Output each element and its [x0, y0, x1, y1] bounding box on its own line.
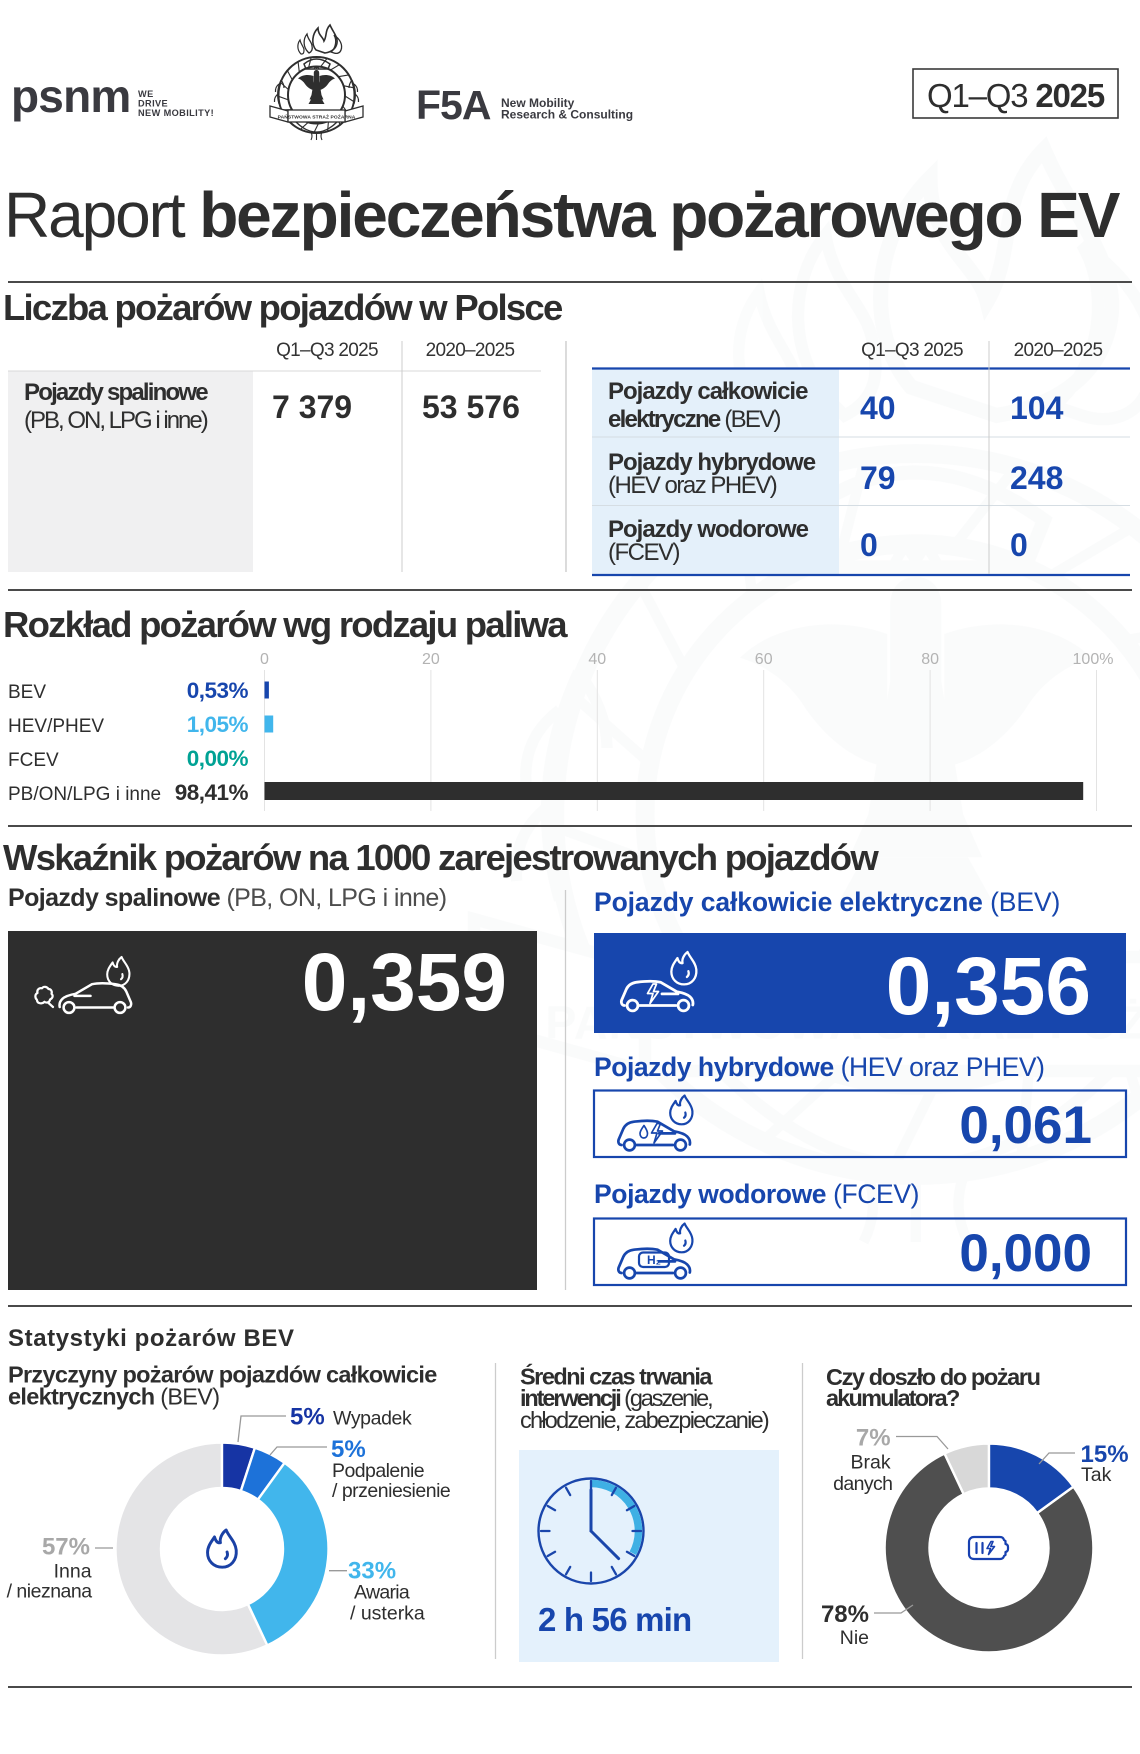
svg-text:FCEV: FCEV	[8, 750, 59, 771]
svg-text:40: 40	[588, 651, 606, 668]
svg-text:Liczba pożarów pojazdów w Pols: Liczba pożarów pojazdów w Polsce	[3, 287, 563, 328]
svg-text:H₂: H₂	[647, 1253, 661, 1267]
svg-text:/ usterka: / usterka	[350, 1603, 425, 1625]
svg-text:53 576: 53 576	[422, 389, 520, 425]
svg-text:/ nieznana: / nieznana	[7, 1580, 93, 1602]
svg-text:Czy doszło do pożaru: Czy doszło do pożaru	[826, 1364, 1040, 1390]
svg-text:Tak: Tak	[1081, 1464, 1112, 1486]
svg-text:Q1–Q3 2025: Q1–Q3 2025	[861, 340, 963, 361]
svg-text:Raport bezpieczeństwa pożarowe: Raport bezpieczeństwa pożarowego EV	[4, 179, 1121, 251]
svg-text:104: 104	[1010, 390, 1064, 426]
svg-text:Pojazdy hybrydowe: Pojazdy hybrydowe	[608, 449, 816, 476]
svg-text:0: 0	[260, 651, 269, 668]
svg-text:78%: 78%	[821, 1601, 869, 1628]
svg-text:2020–2025: 2020–2025	[426, 340, 515, 361]
svg-text:79: 79	[860, 460, 896, 496]
svg-text:Podpalenie: Podpalenie	[332, 1460, 424, 1482]
svg-text:chłodzenie, zabezpieczanie): chłodzenie, zabezpieczanie)	[520, 1407, 769, 1433]
svg-text:Research & Consulting: Research & Consulting	[501, 108, 633, 122]
svg-text:PB/ON/LPG i inne: PB/ON/LPG i inne	[8, 784, 161, 805]
svg-text:57%: 57%	[42, 1534, 90, 1561]
svg-text:Wskaźnik pożarów na 1000 zarej: Wskaźnik pożarów na 1000 zarejestrowanyc…	[3, 837, 879, 878]
svg-text:Rozkład pożarów wg rodzaju pal: Rozkład pożarów wg rodzaju paliwa	[3, 604, 568, 645]
svg-text:20: 20	[422, 651, 440, 668]
svg-text:Q1–Q3 2025: Q1–Q3 2025	[276, 340, 378, 361]
svg-text:akumulatora?: akumulatora?	[826, 1385, 959, 1411]
svg-text:7 379: 7 379	[272, 389, 352, 425]
svg-text:Pojazdy całkowicie: Pojazdy całkowicie	[608, 378, 808, 405]
svg-text:Inna: Inna	[54, 1560, 92, 1582]
svg-text:0: 0	[860, 527, 878, 563]
svg-text:(FCEV): (FCEV)	[608, 539, 680, 566]
svg-text:98,41%: 98,41%	[175, 780, 249, 805]
svg-text:2 h 56 min: 2 h 56 min	[538, 1601, 691, 1638]
svg-text:(PB, ON, LPG i inne): (PB, ON, LPG i inne)	[24, 407, 208, 434]
svg-text:Awaria: Awaria	[354, 1582, 410, 1604]
svg-text:0,000: 0,000	[959, 1224, 1092, 1283]
svg-text:NEW MOBILITY!: NEW MOBILITY!	[138, 108, 214, 118]
svg-text:7%: 7%	[856, 1425, 891, 1452]
svg-text:interwencji (gaszenie,: interwencji (gaszenie,	[520, 1385, 712, 1411]
svg-text:elektryczne (BEV): elektryczne (BEV)	[608, 406, 780, 433]
svg-text:Średni czas trwania: Średni czas trwania	[520, 1363, 713, 1390]
svg-text:Pojazdy całkowicie elektryczne: Pojazdy całkowicie elektryczne (BEV)	[594, 887, 1060, 917]
svg-text:0: 0	[1010, 527, 1028, 563]
svg-text:0,356: 0,356	[886, 941, 1091, 1032]
svg-text:100%: 100%	[1073, 651, 1114, 668]
svg-text:40: 40	[860, 390, 896, 426]
svg-text:Pojazdy spalinowe: Pojazdy spalinowe	[24, 379, 208, 406]
svg-text:1,05%: 1,05%	[187, 712, 249, 737]
svg-text:15%: 15%	[1081, 1441, 1129, 1468]
svg-text:0,061: 0,061	[959, 1096, 1092, 1155]
svg-text:PAŃSTWOWA STRAŻ POŻARNA: PAŃSTWOWA STRAŻ POŻARNA	[278, 113, 356, 121]
svg-text:60: 60	[755, 651, 773, 668]
svg-text:2020–2025: 2020–2025	[1014, 340, 1103, 361]
svg-text:DRIVE: DRIVE	[138, 99, 168, 109]
svg-text:Brak: Brak	[850, 1451, 890, 1473]
svg-text:(HEV oraz PHEV): (HEV oraz PHEV)	[608, 472, 777, 499]
svg-text:danych: danych	[833, 1473, 892, 1495]
svg-text:Pojazdy hybrydowe (HEV oraz PH: Pojazdy hybrydowe (HEV oraz PHEV)	[594, 1052, 1044, 1082]
svg-text:/ przeniesienie: / przeniesienie	[332, 1480, 450, 1502]
svg-text:0,53%: 0,53%	[187, 678, 249, 703]
svg-text:BEV: BEV	[8, 682, 46, 703]
svg-text:Nie: Nie	[840, 1627, 869, 1649]
svg-text:New Mobility: New Mobility	[501, 96, 575, 110]
svg-text:80: 80	[921, 651, 939, 668]
svg-text:33%: 33%	[348, 1558, 396, 1585]
svg-text:Q1–Q3 2025: Q1–Q3 2025	[927, 77, 1105, 114]
svg-text:5%: 5%	[331, 1436, 366, 1463]
svg-text:Wypadek: Wypadek	[333, 1408, 412, 1430]
svg-text:Statystyki pożarów BEV: Statystyki pożarów BEV	[8, 1325, 295, 1352]
svg-text:248: 248	[1010, 460, 1063, 496]
svg-text:psnm: psnm	[11, 70, 130, 122]
svg-text:5%: 5%	[290, 1404, 325, 1431]
svg-text:0,359: 0,359	[302, 937, 507, 1028]
svg-text:Przyczyny pożarów pojazdów cał: Przyczyny pożarów pojazdów całkowicie	[8, 1362, 437, 1388]
svg-text:Pojazdy wodorowe: Pojazdy wodorowe	[608, 516, 809, 543]
svg-text:0,00%: 0,00%	[187, 746, 249, 771]
svg-text:WE: WE	[138, 89, 154, 99]
svg-text:elektrycznych (BEV): elektrycznych (BEV)	[8, 1384, 219, 1410]
svg-text:HEV/PHEV: HEV/PHEV	[8, 716, 104, 737]
svg-text:F5A: F5A	[416, 82, 491, 128]
svg-text:Pojazdy wodorowe (FCEV): Pojazdy wodorowe (FCEV)	[594, 1179, 919, 1209]
svg-text:Pojazdy spalinowe (PB, ON, LPG: Pojazdy spalinowe (PB, ON, LPG i inne)	[8, 884, 446, 912]
